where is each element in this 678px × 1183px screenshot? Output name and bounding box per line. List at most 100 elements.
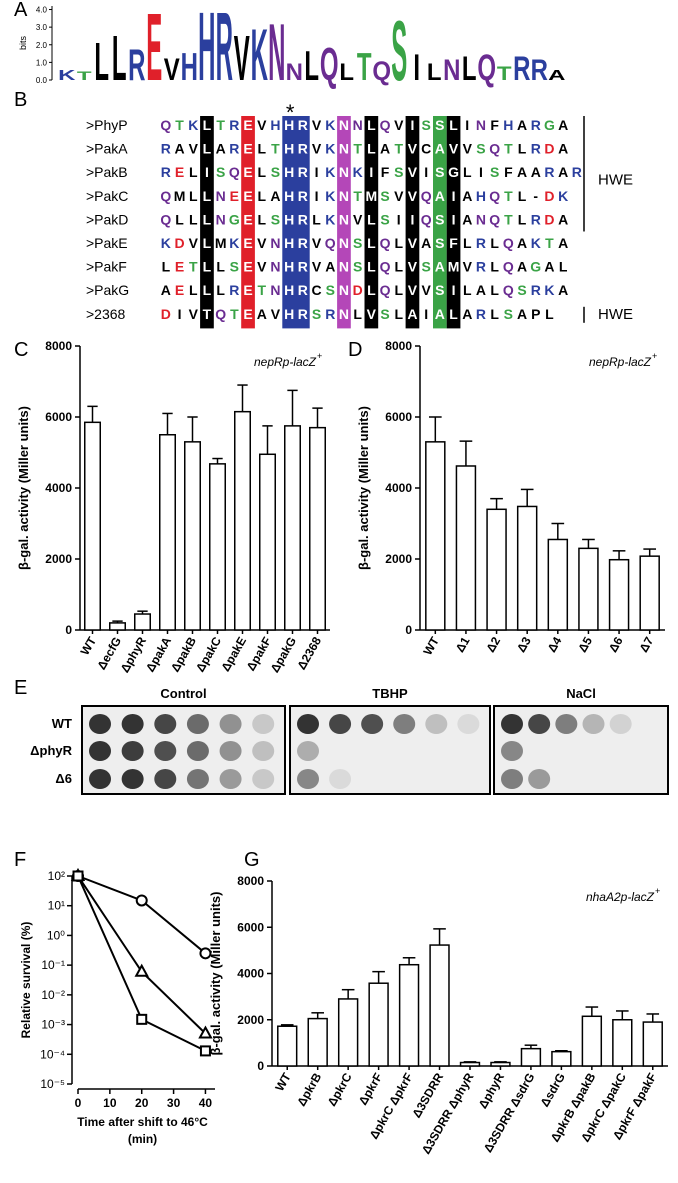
bar xyxy=(490,1061,511,1067)
colony-spot xyxy=(252,714,275,734)
logo-column: L xyxy=(462,50,477,88)
colony-spot xyxy=(528,769,551,789)
x-tick-label: ΔpakE xyxy=(218,635,249,674)
bar xyxy=(209,463,226,631)
logo-letter: K xyxy=(251,14,268,96)
bar xyxy=(159,434,176,631)
bar xyxy=(398,963,420,1067)
y-tick-label: 10¹ xyxy=(48,899,65,913)
logo-letter: K xyxy=(58,67,76,83)
colony-spot xyxy=(121,714,144,734)
colony-spot xyxy=(121,769,144,789)
logo-letter: L xyxy=(427,59,442,86)
strain-label: WT xyxy=(52,716,72,731)
colony-spot xyxy=(89,714,111,734)
y-tick-label: 10⁻⁴ xyxy=(40,1047,65,1061)
y-tick-label: 0 xyxy=(405,623,412,637)
y-tick-label: 0.0 xyxy=(36,76,48,85)
y-axis-label: β-gal. activity (Miller units) xyxy=(16,406,31,570)
column-highlight xyxy=(296,116,310,329)
condition-label: Control xyxy=(160,686,206,701)
logo-letter: E xyxy=(146,0,162,101)
colony-spot xyxy=(121,741,144,761)
y-tick-label: 2.0 xyxy=(36,41,48,50)
colony-spot xyxy=(501,714,523,734)
y-tick-label: 8000 xyxy=(237,874,264,888)
logo-letter: L xyxy=(304,43,319,90)
colony-spot xyxy=(501,741,523,761)
colony-spot xyxy=(186,769,209,789)
panel-label: G xyxy=(244,849,260,871)
logo-letter: T xyxy=(77,70,92,83)
logo-column: Q xyxy=(372,57,391,87)
logo-column: K xyxy=(251,14,268,96)
group-label: HWE xyxy=(598,306,633,323)
y-tick-label: 6000 xyxy=(385,410,412,424)
bar xyxy=(455,465,477,631)
x-tick-label: 20 xyxy=(135,1096,149,1110)
logo-letter: Q xyxy=(320,39,339,91)
bar xyxy=(337,998,359,1067)
bar xyxy=(429,944,450,1067)
y-tick-label: 10² xyxy=(48,869,65,883)
logo-letter: L xyxy=(462,50,477,88)
y-tick-label: 10⁰ xyxy=(47,928,65,942)
bar xyxy=(307,1017,328,1067)
column-highlight xyxy=(446,116,461,329)
plate-image xyxy=(81,705,286,795)
logo-column: L xyxy=(304,43,319,90)
logo-letter: V xyxy=(234,23,250,94)
annotation: nepRp-lacZ xyxy=(254,355,317,369)
x-tick-label: WT xyxy=(78,634,100,658)
strain-label: ΔphyR xyxy=(30,743,72,758)
marker xyxy=(199,947,212,960)
annotation-superscript: + xyxy=(655,886,660,896)
bar xyxy=(608,558,630,631)
annotation: nhaA2p-lacZ xyxy=(586,890,655,904)
bar xyxy=(234,410,251,631)
logo-letter: H xyxy=(181,45,198,88)
colony-spot xyxy=(219,769,242,789)
bar xyxy=(516,505,538,631)
series-line xyxy=(77,875,207,955)
marker xyxy=(136,1013,148,1025)
colony-spot xyxy=(89,769,111,789)
plate-image xyxy=(493,705,669,795)
bar xyxy=(134,613,151,631)
condition-label: TBHP xyxy=(372,686,408,701)
logo-letter: V xyxy=(164,51,180,87)
y-tick-label: 4000 xyxy=(45,481,72,495)
panel-label: C xyxy=(14,339,28,361)
bar xyxy=(277,1025,298,1067)
sequence-name: >PhyP xyxy=(86,117,128,133)
annotation: nepRp-lacZ xyxy=(589,355,652,369)
colony-spot xyxy=(329,769,352,789)
marker xyxy=(134,963,149,977)
colony-spot xyxy=(609,714,632,734)
x-tick-label: Δ7 xyxy=(637,634,657,655)
logo-column: R xyxy=(513,50,530,88)
sequence-name: >PakB xyxy=(86,164,128,180)
column-highlight xyxy=(364,116,379,329)
colony-spot xyxy=(154,769,177,789)
logo-column: N xyxy=(268,7,285,98)
y-tick-label: 3.0 xyxy=(36,23,48,32)
logo-letter: N xyxy=(286,59,303,86)
logo-letter: R xyxy=(128,40,145,90)
y-tick-label: 2000 xyxy=(237,1013,264,1027)
logo-letter: L xyxy=(112,23,127,94)
marker xyxy=(72,870,84,882)
y-tick-label: 0 xyxy=(65,623,72,637)
x-tick-label: 0 xyxy=(75,1096,82,1110)
x-tick-label: ΔpkrF xyxy=(356,1071,385,1108)
y-tick-label: 10⁻² xyxy=(41,988,65,1002)
colony-spot xyxy=(329,714,352,734)
logo-letter: R xyxy=(216,0,233,102)
y-tick-label: 4000 xyxy=(385,481,412,495)
panel-label: F xyxy=(14,849,26,871)
bar xyxy=(639,555,660,631)
